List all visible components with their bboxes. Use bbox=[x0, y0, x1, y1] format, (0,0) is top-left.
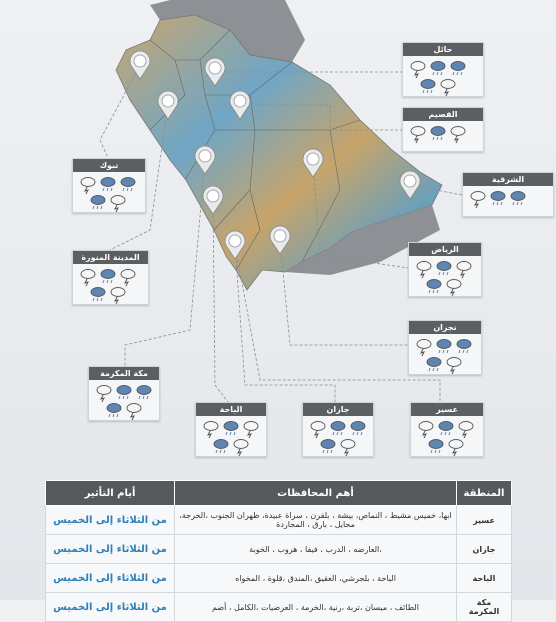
header-cell: أهم المحافظات bbox=[174, 480, 457, 506]
south-region bbox=[285, 205, 440, 275]
table-cell: ابها، خميس مشيط ، النماص، بيشة ، بلقرن ،… bbox=[174, 505, 457, 535]
weather-icons bbox=[410, 61, 466, 96]
map-pin bbox=[229, 90, 251, 120]
table-cell: من الثلاثاء إلى الخميس bbox=[45, 534, 175, 564]
table-cell: من الثلاثاء إلى الخميس bbox=[45, 592, 175, 622]
region-name: مكة المكرمة bbox=[89, 367, 159, 380]
table-cell: الطائف ، ميسان ،تربة ،رنية ،الخرمة ، الع… bbox=[174, 592, 457, 622]
map-pin bbox=[129, 50, 151, 80]
weather-icons bbox=[470, 191, 526, 209]
region-card: الرياض bbox=[408, 242, 482, 297]
table-cell: جازان bbox=[456, 534, 512, 564]
table-cell: عسير bbox=[456, 505, 512, 535]
weather-icons bbox=[80, 177, 136, 212]
map-pin bbox=[224, 230, 246, 260]
table-row: الباحة الباحة ، بلجرشي، العقيق ،المندق ،ق… bbox=[45, 563, 512, 593]
header-cell: أيام التأثير bbox=[45, 480, 175, 506]
region-name: الشرقية bbox=[463, 173, 553, 186]
table-row: عسير ابها، خميس مشيط ، النماص، بيشة ، بلق… bbox=[45, 505, 512, 535]
header-cell: المنطقة bbox=[456, 480, 512, 506]
region-card: جازان bbox=[302, 402, 374, 457]
region-card: حائل bbox=[402, 42, 484, 97]
impact-table: المنطقة أهم المحافظات أيام التأثير عسير ا… bbox=[45, 480, 512, 622]
region-borders bbox=[149, 29, 361, 271]
region-name: الباحة bbox=[196, 403, 266, 416]
region-card: المدينة المنورة bbox=[72, 250, 149, 305]
region-card: عسير bbox=[410, 402, 484, 457]
table-cell: مكة المكرمة bbox=[456, 592, 512, 622]
map-pin bbox=[194, 145, 216, 175]
weather-icons bbox=[310, 421, 366, 456]
map-pin bbox=[204, 57, 226, 87]
table-cell: من الثلاثاء إلى الخميس bbox=[45, 505, 175, 535]
region-name: عسير bbox=[411, 403, 483, 416]
weather-icons bbox=[203, 421, 259, 456]
leader-lines bbox=[99, 64, 463, 403]
region-card: نجران bbox=[408, 320, 482, 375]
region-name: حائل bbox=[403, 43, 483, 56]
map bbox=[99, 0, 463, 403]
table-cell: الباحة ، بلجرشي، العقيق ،المندق ،قلوة ، … bbox=[174, 563, 457, 593]
table-cell: من الثلاثاء إلى الخميس bbox=[45, 563, 175, 593]
table-cell: ،العارضه ، الدرب ، فيفا ، هروب ، الخوبة bbox=[174, 534, 457, 564]
table-cell: الباحة bbox=[456, 563, 512, 593]
weather-icons bbox=[96, 385, 152, 420]
weather-icons bbox=[80, 269, 136, 304]
region-card: الباحة bbox=[195, 402, 267, 457]
map-pin bbox=[302, 148, 324, 178]
weather-icons bbox=[416, 339, 472, 374]
region-card: تبوك bbox=[72, 158, 146, 213]
region-name: المدينة المنورة bbox=[73, 251, 148, 264]
region-name: القصيم bbox=[403, 108, 483, 121]
region-card: مكة المكرمة bbox=[88, 366, 160, 421]
table-row: مكة المكرمة الطائف ، ميسان ،تربة ،رنية ،ا… bbox=[45, 592, 512, 622]
region-name: نجران bbox=[409, 321, 481, 334]
region-card: القصيم bbox=[402, 107, 484, 152]
map-pin bbox=[399, 170, 421, 200]
region-name: تبوك bbox=[73, 159, 145, 172]
weather-icons bbox=[410, 126, 466, 144]
map-pin bbox=[269, 225, 291, 255]
weather-icons bbox=[416, 261, 472, 296]
map-pin bbox=[157, 90, 179, 120]
table-row: جازان ،العارضه ، الدرب ، فيفا ، هروب ، ال… bbox=[45, 534, 512, 564]
region-name: جازان bbox=[303, 403, 373, 416]
region-card: الشرقية bbox=[462, 172, 554, 217]
map-pin bbox=[202, 185, 224, 215]
weather-icons bbox=[418, 421, 474, 456]
region-name: الرياض bbox=[409, 243, 481, 256]
